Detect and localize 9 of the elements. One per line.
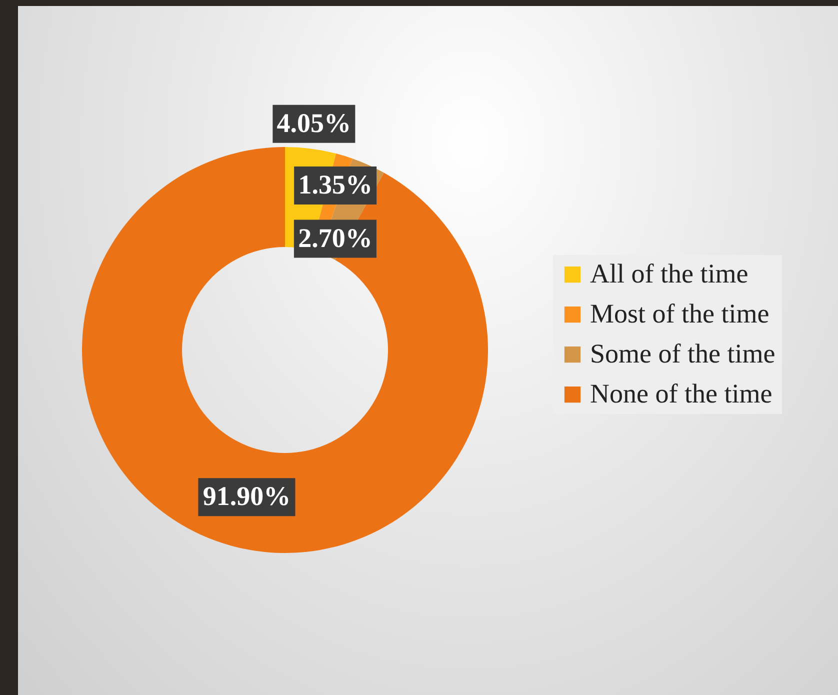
legend-label: None of the time xyxy=(590,378,772,408)
legend-label: All of the time xyxy=(590,258,748,288)
data-label: 4.05% xyxy=(276,108,352,138)
data-label: 2.70% xyxy=(298,222,372,253)
legend-label: Some of the time xyxy=(590,338,776,368)
data-label: 1.35% xyxy=(298,170,372,200)
donut-slice xyxy=(82,147,488,553)
data-label: 91.90% xyxy=(202,481,291,512)
legend-label: Most of the time xyxy=(590,298,770,328)
